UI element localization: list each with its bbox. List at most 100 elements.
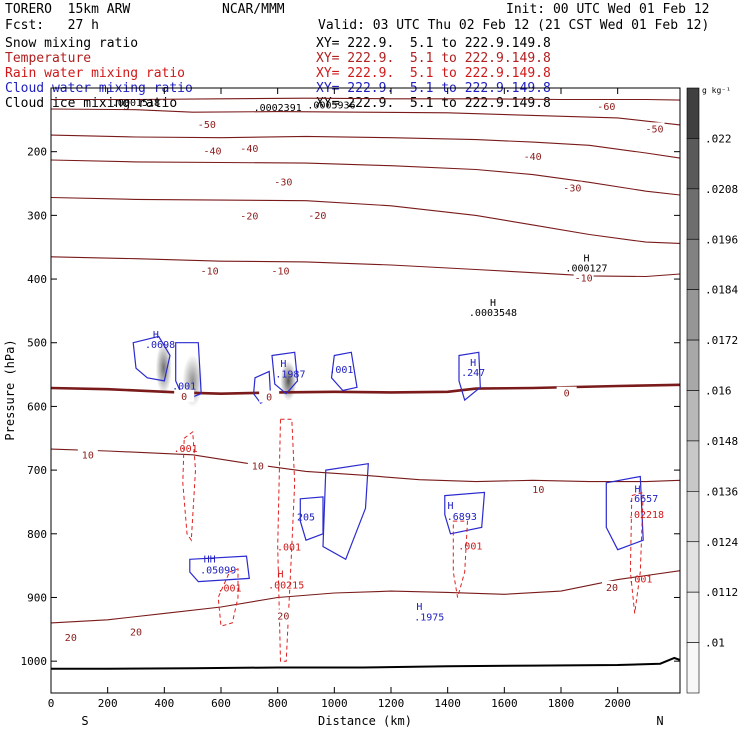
data-label: H (447, 501, 453, 512)
colorbar-tick-label: .0196 (705, 233, 738, 246)
colorbar-tick-label: .0148 (705, 435, 738, 448)
colorbar-tick-label: .022 (705, 132, 732, 145)
temperature-label-bg (126, 625, 146, 638)
data-label: .1975 (414, 613, 444, 624)
cloud-water-contour (189, 555, 250, 583)
cloud-water-contour (299, 496, 324, 541)
temperature-label: 10 (82, 450, 94, 461)
temperature-label-bg (77, 448, 98, 461)
temperature-label-bg (60, 631, 81, 644)
temperature-label-bg (556, 386, 577, 399)
y-tick-label: 1000 (21, 655, 48, 668)
isotherm-line (50, 570, 681, 624)
temperature-label: -40 (240, 144, 258, 155)
rain-water-contour (277, 418, 296, 662)
temperature-label: -20 (240, 212, 258, 223)
snow-shade-blob (155, 341, 172, 395)
data-label: HH (204, 555, 216, 566)
header-org: NCAR/MMM (222, 2, 285, 17)
data-label: .0005936 (307, 101, 355, 112)
colorbar-swatch (686, 188, 700, 240)
data-label: .001 (174, 444, 198, 455)
colorbar-swatch (686, 642, 700, 694)
y-tick-label: 600 (27, 400, 47, 413)
y-tick-label: 500 (27, 337, 47, 350)
x-axis-label: Distance (km) (318, 714, 412, 728)
field-xy: XY= 222.9. 5.1 to 222.9.149.8 (316, 51, 551, 66)
colorbar-tick-label: .0136 (705, 485, 738, 498)
data-label: .001 (628, 574, 652, 585)
colorbar-swatch (686, 491, 700, 543)
y-tick-label: 300 (27, 209, 47, 222)
x-end-label-right: N (656, 714, 663, 728)
rain-water-contour (629, 491, 644, 614)
data-label: .0002391 (254, 103, 302, 114)
y-tick-label: 900 (27, 591, 47, 604)
temperature-label-bg (259, 390, 280, 403)
temperature-label: 10 (532, 485, 544, 496)
data-label: .247 (461, 368, 485, 379)
data-label: H (153, 330, 159, 341)
isotherm-line (50, 196, 681, 244)
temperature-label-bg (273, 175, 294, 188)
x-tick-label: 200 (98, 697, 118, 710)
colorbar-swatch (686, 87, 700, 139)
data-label: .001 (277, 543, 301, 554)
x-tick-label: 600 (211, 697, 231, 710)
temperature-label: 0 (564, 389, 570, 400)
cloud-water-contour (132, 335, 171, 382)
data-label: .6657 (628, 494, 658, 505)
temperature-label: -30 (563, 184, 581, 195)
temperature-label: 10 (252, 461, 264, 472)
data-label: 205 (297, 513, 315, 524)
x-tick-label: 1800 (548, 697, 575, 710)
data-label: H (634, 485, 640, 496)
x-tick-label: 1200 (378, 697, 405, 710)
snow-shade-blob (280, 361, 297, 401)
temperature-label-bg (644, 122, 665, 135)
cloud-water-contour (444, 491, 486, 535)
field-name: Temperature (5, 51, 92, 66)
colorbar-swatch (686, 138, 700, 190)
cloud-water-contour (271, 351, 299, 395)
temperature-label: -20 (308, 211, 326, 222)
surface-line (51, 656, 681, 670)
temperature-label: -50 (645, 124, 663, 135)
rain-water-contours (182, 418, 644, 662)
temperature-label-bg (307, 209, 328, 222)
cloud-water-contour (330, 351, 358, 392)
data-label: .0001518 (112, 98, 160, 109)
colorbar-swatch (686, 238, 700, 290)
data-label: H (277, 569, 283, 580)
temperature-label-bg (273, 609, 294, 622)
temperature-label-bg (573, 271, 594, 284)
isotherm-line (50, 256, 681, 278)
temperature-label: 20 (606, 583, 618, 594)
cloud-water-contour (458, 351, 481, 402)
temperature-label: 20 (130, 628, 142, 639)
data-label: .6893 (447, 512, 477, 523)
cloud-water-contours (132, 335, 644, 583)
colorbar-tick-label: .0112 (705, 586, 738, 599)
data-label: .001 (217, 583, 241, 594)
rain-water-contour (182, 430, 197, 542)
temperature-label: -50 (198, 120, 216, 131)
header-fcst: Fcst: 27 h (5, 18, 99, 33)
header-model: TORERO 15km ARW (5, 2, 131, 17)
cloud-water-contour (322, 462, 369, 561)
data-label: H (280, 359, 286, 370)
temperature-isotherms (50, 97, 681, 624)
temperature-label: -10 (575, 273, 593, 284)
x-tick-label: 800 (268, 697, 288, 710)
data-label: .05099 (200, 565, 236, 576)
temperature-label: 0 (266, 393, 272, 404)
colorbar-tick-label: .0208 (705, 183, 738, 196)
colorbar-swatch (686, 440, 700, 492)
cloud-water-contour (605, 475, 644, 551)
colorbar-tick-label: .01 (705, 637, 725, 650)
temperature-label: -30 (274, 177, 292, 188)
temperature-label-bg (247, 459, 268, 472)
isotherm-line (50, 383, 681, 396)
temperature-label-bg (239, 142, 260, 155)
